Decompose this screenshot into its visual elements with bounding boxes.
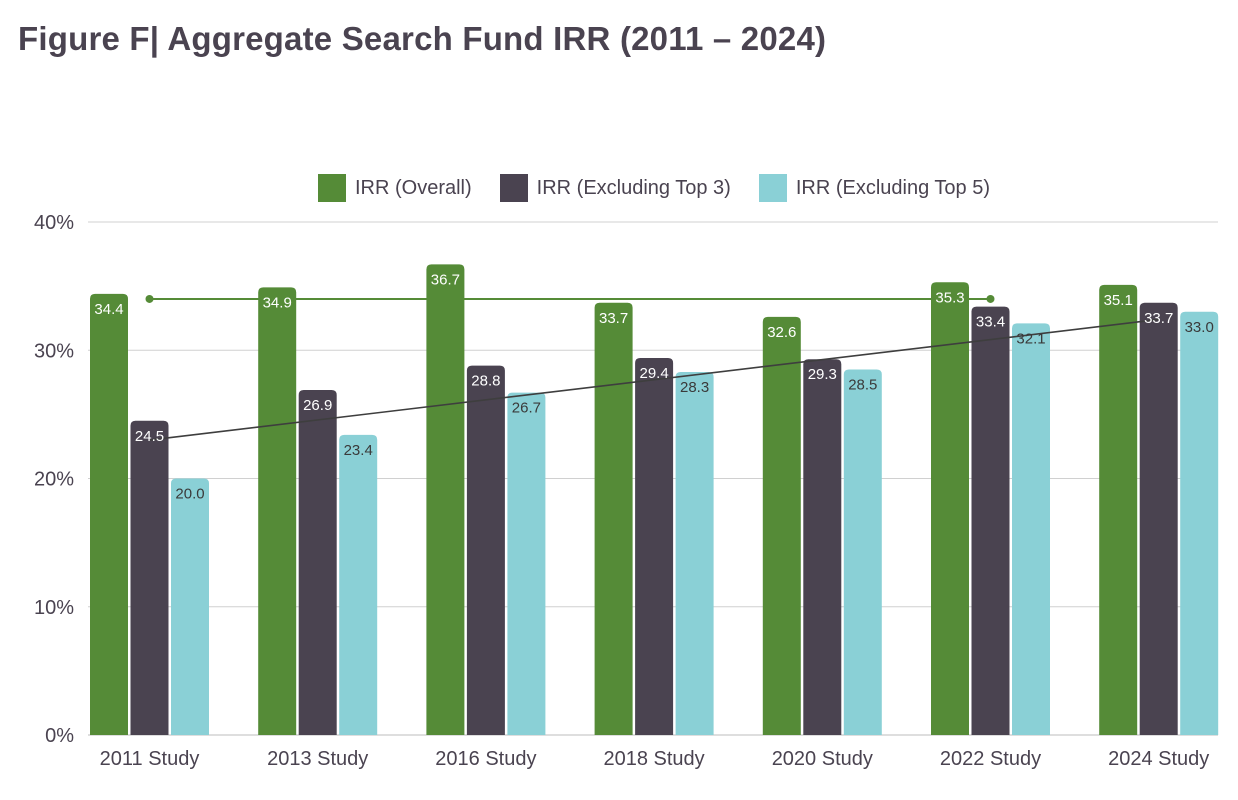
y-tick-label: 20% <box>34 469 74 491</box>
y-tick-label: 30% <box>34 340 74 362</box>
x-tick-label: 2024 Study <box>1108 748 1209 770</box>
data-label: 26.7 <box>512 400 541 417</box>
data-label: 33.4 <box>976 314 1005 331</box>
legend-label-overall: IRR (Overall) <box>354 176 472 199</box>
legend-swatch-excl3 <box>499 174 528 202</box>
bar <box>803 359 842 735</box>
data-label: 29.4 <box>639 365 668 382</box>
legend-item-excl5: IRR (Excluding Top 5) <box>758 174 990 202</box>
bar <box>1012 323 1050 735</box>
data-label: 23.4 <box>344 442 373 459</box>
data-label: 32.6 <box>767 324 796 341</box>
data-label: 28.3 <box>680 379 709 396</box>
data-label: 26.9 <box>303 397 332 414</box>
data-label: 32.1 <box>1016 330 1045 347</box>
bar <box>971 306 1010 735</box>
data-label: 35.3 <box>935 289 964 306</box>
average-line-marker <box>986 294 995 303</box>
bar <box>339 434 378 735</box>
data-label: 33.7 <box>1144 310 1173 327</box>
legend-swatch-overall <box>317 174 346 202</box>
bar <box>1180 311 1219 735</box>
bar <box>635 357 674 735</box>
bar <box>90 293 128 735</box>
legend-swatch-excl5 <box>758 174 787 202</box>
x-tick-label: 2013 Study <box>267 748 368 770</box>
x-tick-label: 2016 Study <box>435 748 536 770</box>
legend-label-excl3: IRR (Excluding Top 3) <box>536 176 731 199</box>
legend-item-excl3: IRR (Excluding Top 3) <box>499 174 731 202</box>
bar <box>258 287 297 735</box>
bar <box>507 392 546 735</box>
bar <box>1139 302 1178 735</box>
chart-title: Figure F| Aggregate Search Fund IRR (201… <box>18 20 827 57</box>
bar <box>298 390 337 735</box>
data-label: 28.8 <box>471 373 500 390</box>
data-label: 34.4 <box>94 301 123 318</box>
y-tick-label: 0% <box>45 725 74 747</box>
x-tick-label: 2020 Study <box>772 748 873 770</box>
y-tick-label: 40% <box>34 212 74 234</box>
bar <box>762 316 801 735</box>
bar <box>843 369 882 735</box>
x-tick-label: 2018 Study <box>603 748 704 770</box>
bar <box>931 282 969 735</box>
y-tick-label: 10% <box>34 597 74 619</box>
data-label: 24.5 <box>135 428 164 445</box>
data-label: 34.9 <box>263 294 292 311</box>
bar <box>1099 284 1138 735</box>
bar <box>466 365 505 735</box>
x-tick-label: 2011 Study <box>100 748 200 770</box>
legend: IRR (Overall) IRR (Excluding Top 3) IRR … <box>0 174 1238 202</box>
data-label: 29.3 <box>808 366 837 383</box>
data-label: 36.7 <box>431 271 460 288</box>
bar <box>594 302 633 735</box>
data-label: 33.0 <box>1185 319 1214 336</box>
bar <box>130 420 169 735</box>
x-tick-label: 2022 Study <box>940 748 1041 770</box>
data-label: 35.1 <box>1104 292 1133 309</box>
legend-label-excl5: IRR (Excluding Top 5) <box>795 176 990 199</box>
data-label: 20.0 <box>175 486 204 503</box>
trend-line <box>149 318 1159 441</box>
average-line-marker <box>145 294 154 303</box>
data-label: 28.5 <box>848 376 877 393</box>
bar <box>171 478 209 735</box>
bar <box>675 372 714 735</box>
bar <box>426 264 465 735</box>
legend-item-overall: IRR (Overall) <box>317 174 472 202</box>
data-label: 33.7 <box>599 310 628 327</box>
